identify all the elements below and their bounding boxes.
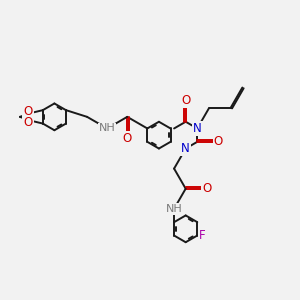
Text: O: O — [181, 94, 190, 107]
Text: O: O — [202, 182, 212, 195]
Text: O: O — [123, 131, 132, 145]
Text: N: N — [193, 122, 202, 135]
Text: F: F — [199, 229, 206, 242]
Text: O: O — [214, 135, 223, 148]
Text: NH: NH — [166, 204, 182, 214]
Text: O: O — [23, 105, 33, 118]
Text: O: O — [23, 116, 33, 129]
Text: N: N — [181, 142, 190, 155]
Text: NH: NH — [99, 123, 116, 134]
